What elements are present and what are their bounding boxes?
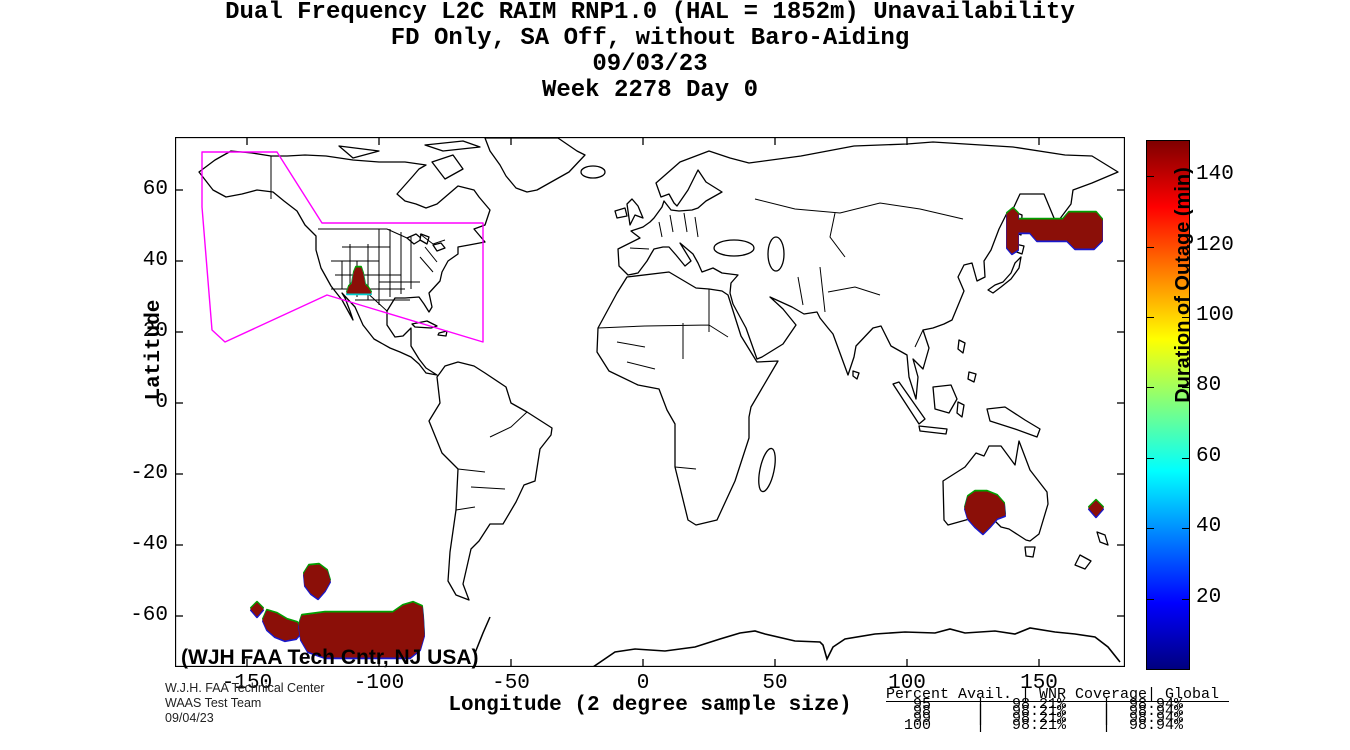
colorbar-tick-mark: [1147, 176, 1154, 178]
x-tick-label: 150: [1020, 672, 1058, 695]
x-tick-label: 50: [762, 672, 788, 695]
colorbar-tick-label: 60: [1196, 444, 1222, 468]
availability-table-row: 98 | 98.21% | 98.94%: [886, 703, 1184, 720]
availability-table-header: Percent Avail. | WNR Coverage| Global: [886, 687, 1230, 702]
outage-region-south-australia: [964, 491, 1006, 534]
footer-line-3: 09/04/23: [165, 711, 214, 725]
x-tick-label: -150: [221, 672, 273, 695]
x-tick-label: 0: [636, 672, 650, 695]
outage-region-south-pacific-blob-b: [262, 610, 303, 641]
colorbar-tick-mark: [1147, 246, 1154, 248]
colorbar-tick-mark: [1147, 317, 1154, 318]
title-line-1: Dual Frequency L2C RAIM RNP1.0 (HAL = 18…: [225, 0, 1075, 26]
outage-region-south-pacific-diamond: [250, 602, 264, 617]
antarctica-coastline: [592, 627, 1121, 668]
waas-service-boundary: [201, 151, 484, 343]
x-axis-label: Longitude (2 degree sample size): [448, 694, 852, 717]
y-tick-label: 0: [155, 391, 168, 414]
y-tick-label: 60: [142, 178, 168, 201]
title-line-3: 09/03/23: [592, 51, 708, 78]
outage-regions-group: [250, 206, 1104, 660]
colorbar-tick-mark: [1147, 598, 1154, 600]
outage-region-us-southwest-new-mexico: [346, 267, 372, 294]
colorbar-tick-mark: [1182, 457, 1189, 459]
colorbar-label: Duration of Outage (min): [1172, 167, 1194, 403]
map-credit-text: (WJH FAA Tech Cntr, NJ USA): [181, 646, 479, 669]
colorbar-tick-mark: [1182, 528, 1189, 530]
title-line-4: Week 2278 Day 0: [541, 77, 759, 104]
outage-region-edge: [346, 265, 372, 293]
colorbar-tick-label: 20: [1196, 585, 1222, 609]
axes-frame: [174, 136, 1126, 668]
colorbar-tick-label: 80: [1196, 374, 1222, 398]
colorbar-tick-mark: [1147, 457, 1154, 459]
colorbar-tick-mark: [1182, 598, 1189, 600]
outage-region-tasman-sea-diamond: [1088, 500, 1104, 517]
colorbar-tick-mark: [1147, 387, 1154, 389]
waas-boundary-group: [201, 151, 484, 343]
availability-table: Percent Avail. | WNR Coverage| Global 95…: [886, 686, 1230, 733]
y-tick-label: -20: [130, 462, 168, 485]
colorbar-tick-label: 40: [1196, 515, 1222, 539]
availability-table-row: 100 | 98.21% | 98.94%: [886, 717, 1184, 734]
colorbar-tick-label: 100: [1196, 304, 1234, 327]
x-tick-label: -50: [492, 672, 530, 695]
colorbar-tick-mark: [1182, 387, 1189, 389]
plot-title-block: Dual Frequency L2C RAIM RNP1.0 (HAL = 18…: [175, 0, 1125, 104]
colorbar-tick-mark: [1147, 528, 1154, 530]
outage-region-south-pacific-large-slab: [298, 602, 425, 658]
y-tick-label: -40: [130, 533, 168, 556]
availability-table-row: 99 | 98.21% | 98.94%: [886, 710, 1184, 727]
availability-table-row: 95 | 98.21% | 98.94%: [886, 696, 1184, 713]
colorbar-tick-label: 120: [1196, 233, 1234, 257]
continent-outlines: [198, 137, 1119, 601]
colorbar-tick-mark: [1182, 176, 1189, 178]
y-tick-label: 40: [142, 249, 168, 272]
colorbar: [1146, 140, 1190, 670]
footer-line-2: WAAS Test Team: [165, 696, 262, 710]
world-map-axes: [174, 136, 1126, 668]
y-tick-label: -60: [130, 604, 168, 627]
y-tick-label: 20: [142, 320, 168, 343]
colorbar-tick-mark: [1182, 317, 1189, 318]
outage-region-kamchatka-sea-of-okhotsk: [1006, 208, 1103, 254]
footer-line-1: W.J.H. FAA Technical Center: [165, 681, 325, 695]
outage-region-south-pacific-blob-a: [303, 564, 331, 599]
world-map-svg: [174, 136, 1126, 668]
title-line-2: FD Only, SA Off, without Baro-Aiding: [390, 25, 910, 52]
colorbar-tick-label: 140: [1196, 163, 1234, 187]
colorbar-tick-mark: [1182, 246, 1189, 248]
antarctic-peninsula: [474, 616, 491, 654]
x-tick-label: -100: [353, 672, 405, 695]
footer-credit-block: W.J.H. FAA Technical Center WAAS Test Te…: [165, 681, 325, 726]
x-tick-label: 100: [888, 672, 926, 695]
axis-tick-marks: [175, 137, 1125, 667]
country-state-borders: [270, 156, 964, 511]
